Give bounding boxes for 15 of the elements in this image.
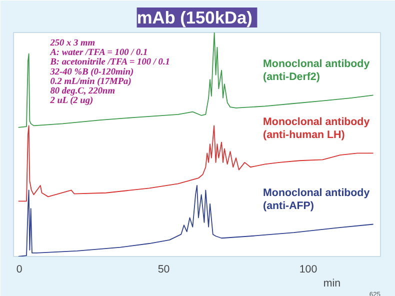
annotation: 80 deg.C, 220nm bbox=[50, 86, 115, 96]
annotation: 32-40 %B (0-120min) bbox=[49, 67, 134, 78]
x-tick-label: 100 bbox=[299, 264, 318, 276]
series-label: Monoclonal antibody (anti-human LH) bbox=[263, 116, 370, 142]
series-label: Monoclonal antibody (anti-Derf2) bbox=[263, 58, 370, 84]
x-tick-label: 0 bbox=[16, 264, 22, 276]
annotation: B: acetonitrile /TFA = 100 / 0.1 bbox=[49, 58, 170, 68]
annotation: A: water /TFA = 100 / 0.1 bbox=[49, 48, 148, 58]
annotation: 2 uL (2 ug) bbox=[49, 96, 94, 106]
chart-title: mAb (150kDa) bbox=[136, 8, 252, 28]
annotation: 0.2 mL/min (17MPa) bbox=[50, 76, 132, 87]
x-axis-title: min bbox=[323, 278, 341, 290]
x-tick-label: 50 bbox=[158, 264, 170, 276]
annotation: 250 x 3 mm bbox=[49, 38, 96, 48]
series-label: Monoclonal antibody (anti-AFP) bbox=[263, 187, 370, 212]
